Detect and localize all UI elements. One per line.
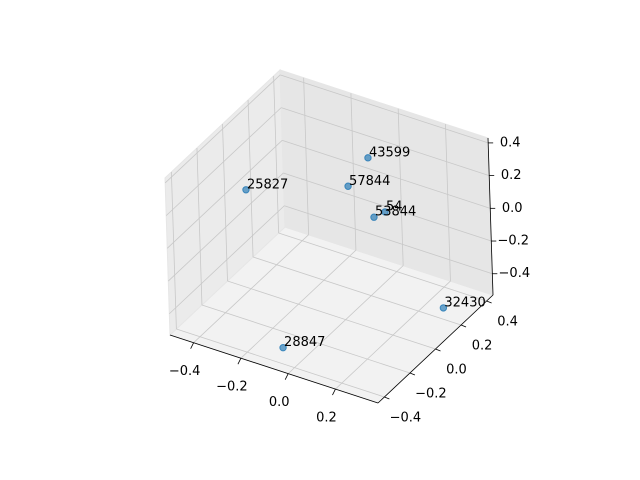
grid-line [397,108,404,266]
tick-mark [384,396,390,400]
tick-label: 0.0 [269,395,290,410]
grid-line [201,304,411,374]
grid-line [280,74,489,144]
tick-label: 0.2 [501,168,522,183]
tick-label: −0.2 [497,234,529,249]
grid-line [164,74,281,184]
grid-line [283,172,492,242]
grid-line [227,280,436,350]
grid-line [278,232,487,302]
tick-label: 0.0 [502,201,523,216]
grid-line [445,124,451,282]
grid-line [273,75,280,234]
axis-line [487,137,494,296]
point [381,208,389,216]
point-label: 28847 [284,335,325,350]
point-label: 32430 [444,295,485,310]
point-label: 25827 [247,177,288,192]
point-label: 57844 [349,174,390,189]
point-label: 43599 [369,145,410,160]
grid-line [166,140,283,249]
grid-line [350,93,357,251]
tick-mark [435,348,441,352]
tick-label: −0.4 [390,411,422,426]
point [439,304,448,312]
grid-line [169,205,285,315]
point-label: 53844 [375,205,416,220]
tick-label: −0.4 [499,266,531,281]
tick-label: −0.4 [169,364,201,379]
point [364,154,372,162]
grid-line [284,205,493,275]
tick-label: 0.2 [316,411,337,426]
tick-mark [237,358,242,365]
tick-mark [486,300,492,304]
tick-mark [409,372,416,376]
grid-line [252,256,462,326]
grid-line [196,147,203,306]
point [279,343,287,352]
point [344,182,352,190]
tick-label: −0.2 [216,380,248,395]
tick-label: 0.2 [472,339,493,354]
tick-mark [332,388,336,396]
tick-label: 0.0 [446,363,467,378]
grid-line [168,172,284,282]
grid-line [165,107,282,216]
axis-line [169,334,379,404]
tick-label: 0.4 [497,315,518,330]
tick-label: 0.4 [500,135,521,150]
point-label: 54 [386,199,403,214]
grid-line [247,99,254,258]
grid-line [222,123,228,282]
axis-line [377,294,494,404]
point [242,186,250,194]
grid-line [303,77,310,235]
grid-line [176,328,385,398]
tick-label: −0.2 [415,387,447,402]
tick-mark [460,324,467,328]
grid-line [282,139,491,209]
grid-line [170,171,177,330]
tick-mark [284,373,289,380]
tick-mark [190,342,194,349]
grid-line [281,107,490,176]
point [370,213,378,221]
